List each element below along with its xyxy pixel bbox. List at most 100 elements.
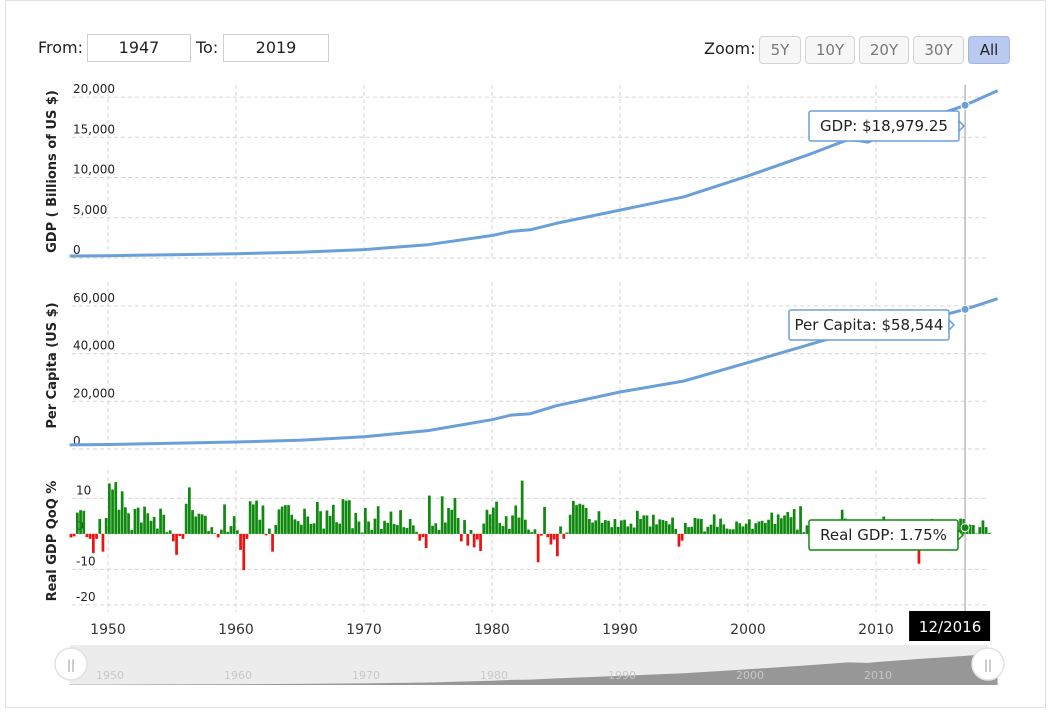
qoq-bar[interactable]	[600, 522, 604, 534]
qoq-bar[interactable]	[82, 510, 86, 534]
qoq-bar[interactable]	[101, 533, 105, 552]
qoq-bar[interactable]	[751, 528, 754, 534]
qoq-bar[interactable]	[514, 505, 518, 534]
qoq-bar[interactable]	[376, 506, 380, 534]
qoq-bar[interactable]	[354, 512, 358, 534]
qoq-bar[interactable]	[693, 517, 697, 534]
qoq-bar[interactable]	[357, 521, 361, 534]
qoq-bar[interactable]	[498, 522, 502, 534]
qoq-bar[interactable]	[527, 529, 530, 534]
qoq-bar[interactable]	[277, 509, 281, 534]
qoq-bar[interactable]	[450, 509, 454, 534]
qoq-bar[interactable]	[773, 523, 777, 534]
qoq-bar[interactable]	[463, 520, 466, 534]
navigator-left-handle[interactable]	[54, 647, 88, 681]
qoq-bar[interactable]	[373, 518, 377, 534]
zoom-5y-button[interactable]: 5Y	[759, 36, 801, 64]
qoq-bar[interactable]	[127, 513, 130, 534]
qoq-bar[interactable]	[668, 524, 671, 534]
qoq-bar[interactable]	[229, 526, 233, 534]
qoq-bar[interactable]	[149, 520, 153, 534]
qoq-bar[interactable]	[636, 510, 639, 534]
qoq-bar[interactable]	[725, 528, 729, 534]
qoq-bar[interactable]	[575, 505, 578, 534]
qoq-bar[interactable]	[76, 512, 79, 534]
qoq-bar[interactable]	[757, 521, 761, 534]
qoq-bar[interactable]	[639, 518, 642, 534]
qoq-bar[interactable]	[488, 514, 492, 534]
qoq-bar[interactable]	[389, 511, 393, 534]
qoq-bar[interactable]	[968, 524, 972, 534]
qoq-bar[interactable]	[485, 509, 489, 534]
qoq-bar[interactable]	[802, 532, 806, 534]
qoq-bar[interactable]	[258, 519, 262, 534]
qoq-bar[interactable]	[738, 523, 742, 534]
qoq-bar[interactable]	[712, 514, 716, 534]
qoq-bar[interactable]	[216, 533, 220, 538]
qoq-bar[interactable]	[728, 529, 732, 534]
qoq-bar[interactable]	[245, 533, 249, 539]
qoq-bar[interactable]	[645, 515, 649, 534]
qoq-bar[interactable]	[415, 531, 418, 534]
qoq-bar[interactable]	[188, 487, 191, 534]
zoom-30y-button[interactable]: 30Y	[913, 36, 964, 64]
qoq-bar[interactable]	[770, 512, 774, 534]
qoq-bar[interactable]	[530, 532, 534, 534]
qoq-bar[interactable]	[540, 533, 543, 536]
qoq-bar[interactable]	[197, 513, 201, 534]
qoq-bar[interactable]	[95, 533, 98, 539]
qoq-bar[interactable]	[706, 526, 710, 534]
qoq-bar[interactable]	[780, 518, 783, 534]
qoq-bar[interactable]	[543, 506, 546, 534]
to-date-input[interactable]: 2019	[223, 34, 329, 62]
qoq-bar[interactable]	[437, 530, 441, 534]
qoq-bar[interactable]	[351, 528, 354, 534]
qoq-bar[interactable]	[268, 528, 271, 534]
qoq-bar[interactable]	[722, 524, 726, 534]
qoq-bar[interactable]	[988, 532, 991, 534]
qoq-bar[interactable]	[520, 480, 524, 534]
qoq-bar[interactable]	[735, 521, 738, 534]
qoq-bar[interactable]	[687, 527, 690, 534]
qoq-bar[interactable]	[453, 498, 457, 534]
qoq-bar[interactable]	[424, 533, 428, 549]
qoq-bar[interactable]	[178, 533, 182, 537]
qoq-bar[interactable]	[284, 505, 287, 534]
qoq-bar[interactable]	[559, 526, 562, 534]
qoq-bar[interactable]	[456, 517, 460, 534]
qoq-bar[interactable]	[760, 520, 764, 534]
qoq-bar[interactable]	[399, 510, 402, 534]
qoq-bar[interactable]	[341, 499, 345, 534]
qoq-bar[interactable]	[421, 533, 425, 538]
qoq-bar[interactable]	[620, 520, 623, 534]
qoq-bar[interactable]	[200, 514, 204, 534]
qoq-bar[interactable]	[767, 519, 770, 534]
qoq-bar[interactable]	[328, 515, 332, 534]
qoq-bar[interactable]	[447, 507, 450, 534]
qoq-bar[interactable]	[495, 501, 498, 534]
qoq-bar[interactable]	[604, 520, 607, 534]
qoq-bar[interactable]	[79, 510, 82, 534]
qoq-bar[interactable]	[114, 482, 118, 534]
qoq-bar[interactable]	[380, 528, 383, 534]
qoq-bar[interactable]	[312, 523, 316, 534]
qoq-bar[interactable]	[88, 533, 92, 539]
qoq-bar[interactable]	[610, 527, 614, 534]
qoq-bar[interactable]	[594, 520, 598, 534]
qoq-bar[interactable]	[744, 523, 748, 534]
qoq-bar[interactable]	[156, 528, 159, 534]
qoq-bar[interactable]	[732, 529, 735, 534]
qoq-bar[interactable]	[799, 506, 802, 534]
qoq-bar[interactable]	[236, 530, 239, 534]
qoq-bar[interactable]	[252, 504, 255, 534]
qoq-bar[interactable]	[303, 508, 306, 534]
qoq-bar[interactable]	[306, 516, 310, 534]
qoq-bar[interactable]	[786, 511, 790, 534]
qoq-bar[interactable]	[613, 518, 617, 534]
qoq-bar[interactable]	[648, 526, 652, 534]
qoq-bar[interactable]	[776, 514, 780, 534]
qoq-bar[interactable]	[440, 496, 444, 534]
navigator-right-handle[interactable]	[971, 647, 1005, 681]
qoq-bar[interactable]	[709, 524, 713, 534]
qoq-bar[interactable]	[405, 527, 409, 534]
